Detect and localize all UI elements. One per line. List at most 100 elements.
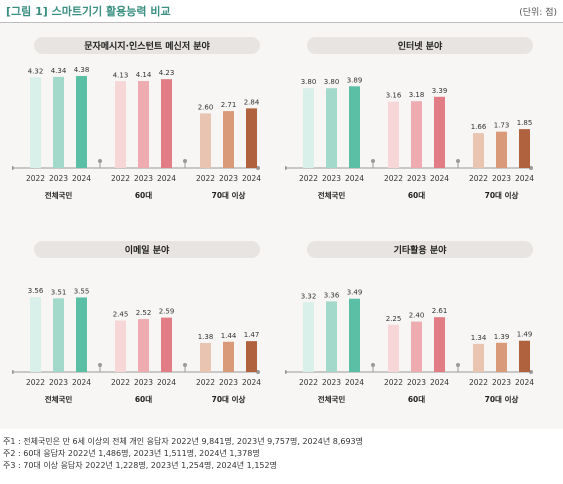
bar-전체국민-2023 xyxy=(326,301,337,372)
bar-60대-2022 xyxy=(115,320,126,372)
panel-title: 문자메시지·인스턴트 메신저 분야 xyxy=(84,40,210,52)
bar-전체국민-2024 xyxy=(349,86,360,168)
bar-전체국민-2022 xyxy=(303,302,314,372)
x-tick-label: 2022 xyxy=(26,378,45,387)
bar-60대-2023 xyxy=(138,81,149,168)
data-label: 4.34 xyxy=(51,67,67,75)
data-label: 1.38 xyxy=(198,333,214,341)
panel-title-pill xyxy=(307,37,533,54)
panel-title-pill xyxy=(307,241,533,258)
data-label: 1.73 xyxy=(494,122,510,130)
data-label: 3.55 xyxy=(74,287,90,295)
bar-70대 이상-2023 xyxy=(496,342,507,372)
x-tick-label: 2023 xyxy=(322,378,341,387)
x-tick-label: 2024 xyxy=(157,378,176,387)
axis-start-dot xyxy=(285,166,287,170)
bar-60대-2023 xyxy=(138,319,149,372)
group-separator-dot xyxy=(371,363,375,367)
chart-panel-internet: 인터넷 분야 3.80 2022 3.80 2023 3.89 2024 전체국민 3.16 20… xyxy=(285,31,555,221)
header-divider xyxy=(0,22,563,23)
bar-70대 이상-2023 xyxy=(223,111,234,168)
x-tick-label: 2022 xyxy=(299,378,318,387)
data-label: 2.52 xyxy=(136,309,152,317)
footnotes: 주1 : 전체국민은 만 6세 이상의 전체 개인 응답자 2022년 9,84… xyxy=(3,436,363,472)
data-label: 2.40 xyxy=(409,312,425,320)
x-tick-label: 2022 xyxy=(299,174,318,183)
data-label: 3.56 xyxy=(28,287,44,295)
axis-start-dot xyxy=(12,370,14,374)
panel-title: 기타활용 분야 xyxy=(394,244,448,256)
data-label: 1.49 xyxy=(517,331,533,339)
panel-title: 인터넷 분야 xyxy=(398,40,443,52)
x-tick-label: 2022 xyxy=(384,378,403,387)
data-label: 1.44 xyxy=(221,332,237,340)
x-tick-label: 2024 xyxy=(430,378,449,387)
panel-title: 이메일 분야 xyxy=(125,244,170,256)
x-tick-label: 2023 xyxy=(407,378,426,387)
x-tick-label: 2024 xyxy=(430,174,449,183)
x-tick-label: 2024 xyxy=(345,174,364,183)
bar-70대 이상-2024 xyxy=(519,340,530,372)
bar-70대 이상-2022 xyxy=(473,133,484,168)
chart-panel-other: 기타활용 분야 3.32 2022 3.36 2023 3.49 2024 전체국민 2.25 2… xyxy=(285,235,555,425)
data-label: 4.13 xyxy=(113,71,129,79)
bar-60대-2023 xyxy=(411,101,422,168)
group-separator-dot xyxy=(456,363,460,367)
data-label: 4.14 xyxy=(136,71,152,79)
x-tick-label: 2024 xyxy=(515,174,534,183)
data-label: 3.51 xyxy=(51,288,67,296)
group-label: 60대 xyxy=(408,190,425,200)
bar-전체국민-2023 xyxy=(326,88,337,168)
bar-전체국민-2023 xyxy=(53,76,64,168)
x-tick-label: 2024 xyxy=(72,174,91,183)
x-tick-label: 2024 xyxy=(157,174,176,183)
data-label: 1.85 xyxy=(517,119,533,127)
group-separator-dot xyxy=(456,159,460,163)
data-label: 2.59 xyxy=(159,308,175,316)
x-tick-label: 2024 xyxy=(242,378,261,387)
panel-title-pill xyxy=(34,37,260,54)
x-tick-label: 2024 xyxy=(345,378,364,387)
group-label: 전체국민 xyxy=(45,190,73,200)
bar-전체국민-2024 xyxy=(76,297,87,372)
x-tick-label: 2023 xyxy=(407,174,426,183)
data-label: 2.71 xyxy=(221,101,237,109)
data-label: 1.66 xyxy=(471,123,487,131)
x-tick-label: 2022 xyxy=(469,174,488,183)
data-label: 3.36 xyxy=(324,291,340,299)
chart-area: 문자메시지·인스턴트 메신저 분야 4.32 2022 4.34 2023 4.38 202… xyxy=(0,23,563,429)
data-label: 1.34 xyxy=(471,334,487,342)
bar-전체국민-2024 xyxy=(349,298,360,372)
bar-chart-svg: 이메일 분야 3.56 2022 3.51 2023 3.55 2024 전체국민 2.45 20… xyxy=(12,241,261,404)
data-label: 2.45 xyxy=(113,311,129,319)
x-tick-label: 2023 xyxy=(492,378,511,387)
figure-header: [그림 1] 스마트기기 활용능력 비교 (단위: 점) xyxy=(0,0,563,22)
data-label: 3.80 xyxy=(301,78,317,86)
data-label: 3.80 xyxy=(324,78,340,86)
data-label: 3.49 xyxy=(347,289,363,297)
axis-start-dot xyxy=(285,370,287,374)
bar-60대-2022 xyxy=(388,324,399,372)
x-tick-label: 2022 xyxy=(196,378,215,387)
data-label: 3.39 xyxy=(432,87,448,95)
x-tick-label: 2024 xyxy=(515,378,534,387)
group-label: 70대 이상 xyxy=(485,394,519,404)
unit-label: (단위: 점) xyxy=(519,7,557,18)
data-label: 2.61 xyxy=(432,307,448,315)
bar-전체국민-2022 xyxy=(30,77,41,168)
x-tick-label: 2024 xyxy=(72,378,91,387)
chart-panel-messenger: 문자메시지·인스턴트 메신저 분야 4.32 2022 4.34 2023 4.38 202… xyxy=(12,31,282,221)
x-tick-label: 2023 xyxy=(322,174,341,183)
bar-70대 이상-2022 xyxy=(200,113,211,168)
data-label: 2.84 xyxy=(244,98,260,106)
bar-전체국민-2024 xyxy=(76,76,87,168)
x-tick-label: 2023 xyxy=(134,378,153,387)
x-tick-label: 2022 xyxy=(469,378,488,387)
bar-60대-2023 xyxy=(411,321,422,372)
group-label: 70대 이상 xyxy=(485,190,519,200)
x-tick-label: 2022 xyxy=(26,174,45,183)
data-label: 3.16 xyxy=(386,92,402,100)
bar-60대-2024 xyxy=(434,317,445,372)
bar-70대 이상-2023 xyxy=(496,131,507,168)
group-label: 전체국민 xyxy=(318,190,346,200)
